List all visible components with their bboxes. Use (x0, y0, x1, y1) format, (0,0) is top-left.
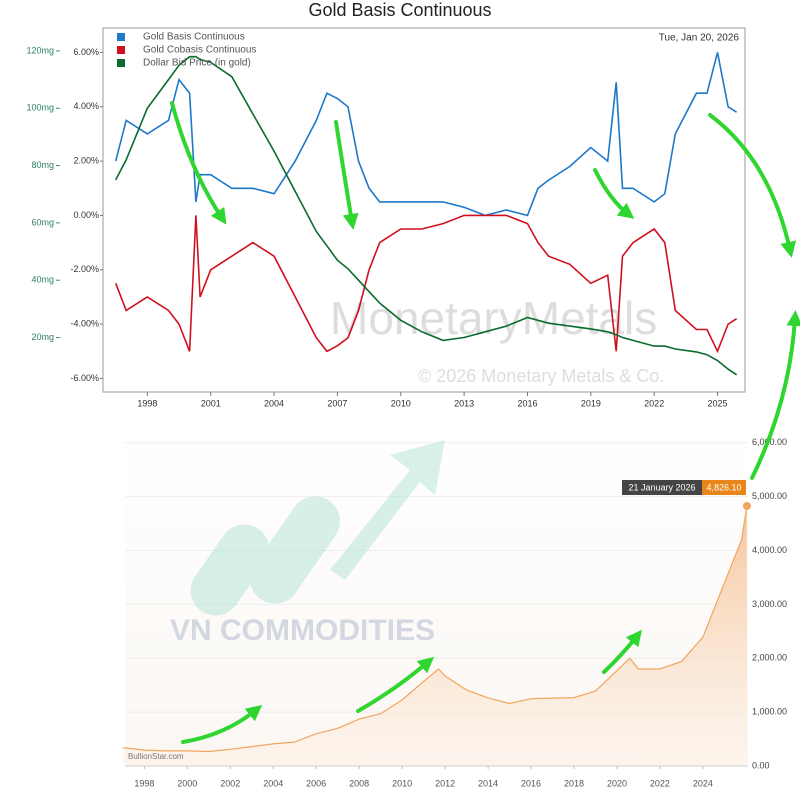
y-tick-label: 2.00% (73, 155, 99, 165)
annotation-label: 21 January 2026 (628, 482, 695, 492)
y-tick-label: 6.00% (73, 47, 99, 57)
y2-tick-label: 40mg (31, 275, 54, 285)
legend-swatch (117, 46, 125, 54)
x-tick-label: 2012 (435, 778, 455, 788)
legend-swatch (117, 59, 125, 67)
annotation-marker (742, 502, 751, 511)
x-tick-label: 2001 (201, 398, 221, 408)
series-line (114, 55, 738, 376)
y-tick-label: 4.00% (73, 101, 99, 111)
y-tick-label: 4,000.00 (752, 545, 787, 555)
annotation-arrows (170, 101, 800, 744)
copyright: © 2026 Monetary Metals & Co. (418, 366, 664, 386)
legend-label: Gold Basis Continuous (143, 32, 245, 43)
x-tick-label: 2010 (391, 398, 411, 408)
y-tick-label: -2.00% (70, 264, 99, 274)
x-tick-label: 2024 (693, 778, 713, 788)
x-tick-label: 2006 (306, 778, 326, 788)
y2-tick-label: 20mg (31, 332, 54, 342)
legend-label: Gold Cobasis Continuous (143, 45, 256, 56)
x-tick-label: 2002 (220, 778, 240, 788)
x-tick-label: 2004 (263, 778, 283, 788)
y-tick-label: -4.00% (70, 318, 99, 328)
y2-tick-label: 100mg (26, 103, 54, 113)
y2-tick-label: 60mg (31, 217, 54, 227)
x-tick-label: 2007 (327, 398, 347, 408)
legend-label: Dollar Bid Price (in gold) (143, 58, 251, 69)
x-tick-label: 1998 (134, 778, 154, 788)
y-tick-label: 1,000.00 (752, 707, 787, 717)
x-tick-label: 2004 (264, 398, 284, 408)
x-tick-label: 2013 (454, 398, 474, 408)
x-tick-label: 2020 (607, 778, 627, 788)
x-tick-label: 2019 (581, 398, 601, 408)
y-tick-label: 3,000.00 (752, 599, 787, 609)
source-label: BullionStar.com (128, 752, 184, 761)
x-tick-label: 1998 (137, 398, 157, 408)
x-tick-label: 2014 (478, 778, 498, 788)
date-label: Tue, Jan 20, 2026 (659, 33, 740, 44)
watermark-logo (190, 440, 445, 616)
x-tick-label: 2022 (650, 778, 670, 788)
series-line (114, 214, 738, 354)
series-line (114, 52, 738, 217)
area-fill (122, 506, 747, 766)
annotation-box (622, 480, 702, 495)
x-tick-label: 2022 (644, 398, 664, 408)
watermark: MonetaryMetals (330, 292, 657, 344)
x-tick-label: 2016 (521, 778, 541, 788)
annotation-value: 4,826.10 (706, 482, 741, 492)
x-tick-label: 2025 (708, 398, 728, 408)
x-tick-label: 2008 (349, 778, 369, 788)
area-line (122, 505, 748, 753)
x-tick-label: 2010 (392, 778, 412, 788)
plot-frame (102, 27, 746, 393)
x-tick-label: 2018 (564, 778, 584, 788)
y-tick-label: 0.00 (752, 760, 770, 770)
y-tick-label: 5,000.00 (752, 491, 787, 501)
watermark: VN COMMODITIES (170, 614, 435, 647)
chart-layer: Gold Basis Continuous MonetaryMetals © 202… (26, 0, 787, 788)
y-tick-label: 0.00% (73, 210, 99, 220)
legend-swatch (117, 33, 125, 41)
annotation-value-box (702, 480, 746, 495)
y2-tick-label: 120mg (26, 45, 54, 55)
chart-title: Gold Basis Continuous (308, 0, 491, 20)
x-tick-label: 2016 (517, 398, 537, 408)
x-tick-label: 2000 (177, 778, 197, 788)
y-tick-label: -6.00% (70, 373, 99, 383)
y2-tick-label: 80mg (31, 160, 54, 170)
y-tick-label: 2,000.00 (752, 653, 787, 663)
